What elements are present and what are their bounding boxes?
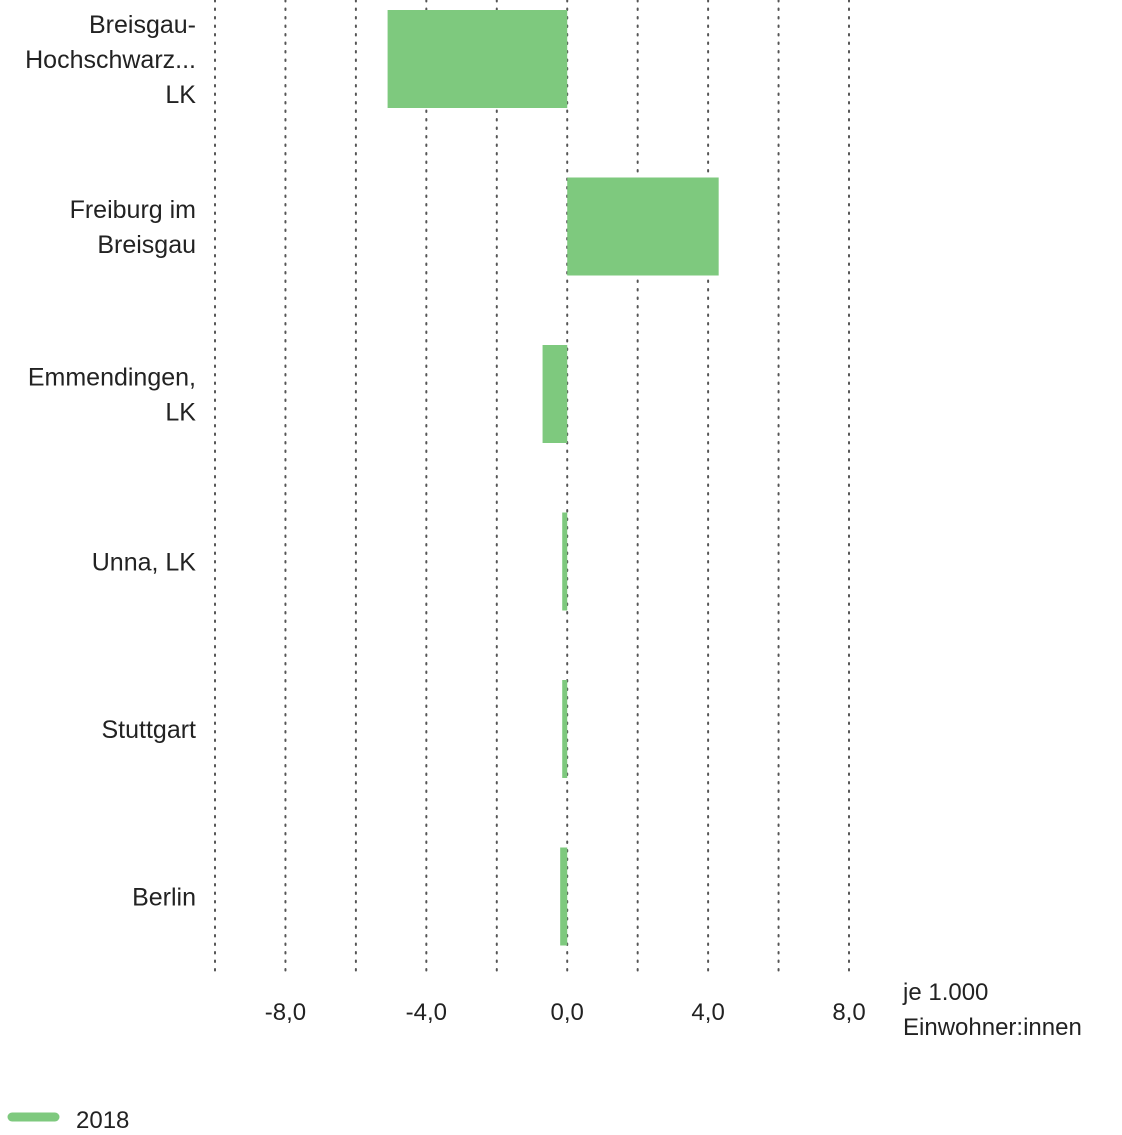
legend: 2018 <box>7 1107 129 1134</box>
category-labels: Breisgau-Hochschwarz... LK Freiburg im Brei… <box>25 11 196 912</box>
bar <box>560 847 568 946</box>
category-label: Breisgau-Hochschwarz... LK <box>25 11 196 109</box>
bars <box>387 10 719 946</box>
tick-label: -8,0 <box>265 999 306 1026</box>
x-axis-label: je 1.000 Einwohner:innen <box>902 979 1082 1041</box>
bar <box>562 512 568 611</box>
category-label: Emmendingen, LK <box>28 364 196 427</box>
bar <box>542 345 568 443</box>
gridlines <box>214 0 850 976</box>
tick-label: 4,0 <box>691 999 724 1026</box>
category-label: Stuttgart <box>102 716 197 744</box>
bar <box>387 10 568 108</box>
legend-label: 2018 <box>76 1107 129 1134</box>
category-label: Unna, LK <box>92 549 197 577</box>
bar <box>562 680 568 778</box>
x-axis-unit-label: je 1.000 Einwohner:innen <box>902 979 1082 1041</box>
bar <box>567 177 719 276</box>
tick-label: 0,0 <box>551 999 584 1026</box>
category-label: Freiburg im Breisgau <box>70 196 196 259</box>
x-axis-tick-labels: -8,0 -4,0 0,0 4,0 8,0 <box>265 999 866 1026</box>
category-label: Berlin <box>132 884 196 912</box>
tick-label: 8,0 <box>832 999 865 1026</box>
tick-label: -4,0 <box>406 999 447 1026</box>
